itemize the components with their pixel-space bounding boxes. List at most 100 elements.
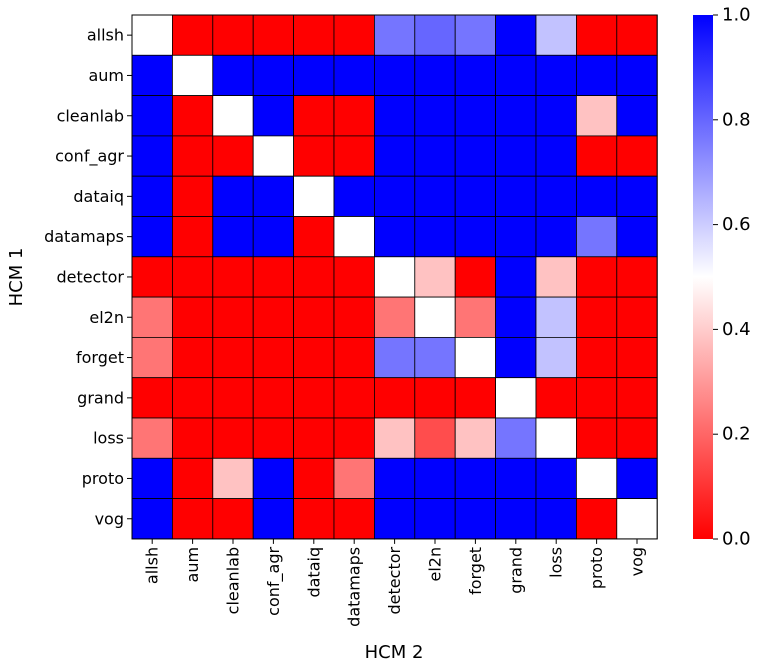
heatmap-cell-vog-cleanlab: [212, 498, 254, 540]
heatmap-cell-detector-allsh: [131, 256, 173, 298]
heatmap-cell-conf_agr-allsh: [131, 135, 173, 177]
x-tick-label: grand: [506, 547, 525, 594]
y-tick-label: loss: [93, 429, 124, 448]
heatmap-cell-forget-datamaps: [333, 336, 375, 379]
heatmap-cell-detector-dataiq: [293, 256, 335, 298]
heatmap-cell-proto-el2n: [414, 457, 456, 499]
heatmap-cell-allsh-forget: [454, 14, 497, 56]
y-tick-label: vog: [95, 509, 124, 528]
colorbar-tick-label: 0.8: [722, 109, 751, 130]
heatmap-cell-datamaps-conf_agr: [252, 216, 294, 258]
heatmap-cell-forget-detector: [373, 336, 416, 379]
heatmap-cell-grand-vog: [616, 377, 658, 419]
heatmap-cell-vog-vog: [616, 498, 658, 540]
heatmap-cell-aum-vog: [616, 54, 658, 96]
heatmap-cell-cleanlab-datamaps: [333, 95, 375, 137]
heatmap-cell-proto-datamaps: [333, 457, 375, 499]
heatmap-cell-dataiq-grand: [495, 175, 537, 217]
heatmap-cell-loss-datamaps: [333, 417, 375, 459]
heatmap-cell-aum-aum: [171, 54, 214, 96]
heatmap-cell-allsh-proto: [576, 14, 618, 56]
heatmap-cell-vog-grand: [495, 498, 537, 540]
y-axis-label: HCM 1: [6, 248, 27, 307]
heatmap-cell-aum-conf_agr: [252, 54, 294, 96]
heatmap-cell-detector-conf_agr: [252, 256, 294, 298]
heatmap-cell-vog-dataiq: [293, 498, 335, 540]
heatmap-cell-loss-vog: [616, 417, 658, 459]
heatmap-cell-dataiq-forget: [454, 175, 497, 217]
heatmap-cell-datamaps-cleanlab: [212, 216, 254, 258]
heatmap-cell-el2n-detector: [373, 296, 416, 338]
heatmap-cell-loss-allsh: [131, 417, 173, 459]
heatmap-cell-grand-datamaps: [333, 377, 375, 419]
heatmap-cell-aum-dataiq: [293, 54, 335, 96]
heatmap-cell-grand-allsh: [131, 377, 173, 419]
x-tick-label: conf_agr: [264, 546, 284, 615]
heatmap-cell-aum-cleanlab: [212, 54, 254, 96]
heatmap-cell-aum-datamaps: [333, 54, 375, 96]
x-axis-ticks: allsh aum cleanlab conf_agr dataiq datamaps de…: [143, 538, 647, 627]
heatmap-cell-vog-aum: [171, 498, 214, 540]
heatmap-cell-allsh-detector: [373, 14, 416, 56]
y-tick-label: el2n: [89, 308, 124, 327]
heatmap-cell-forget-aum: [171, 336, 214, 379]
heatmap-cell-datamaps-loss: [535, 216, 577, 258]
heatmap-cell-cleanlab-vog: [616, 95, 658, 137]
heatmap-cell-dataiq-dataiq: [293, 175, 335, 217]
heatmap-cell-grand-aum: [171, 377, 214, 419]
heatmap-cell-dataiq-allsh: [131, 175, 173, 217]
heatmap-cell-datamaps-dataiq: [293, 216, 335, 258]
heatmap-cell-cleanlab-el2n: [414, 95, 456, 137]
heatmap-cell-dataiq-cleanlab: [212, 175, 254, 217]
heatmap-cell-allsh-el2n: [414, 14, 456, 56]
heatmap-cell-el2n-loss: [535, 296, 577, 338]
heatmap-cell-proto-aum: [171, 457, 214, 499]
heatmap-cell-loss-el2n: [414, 417, 456, 459]
heatmap-cell-loss-dataiq: [293, 417, 335, 459]
heatmap-cell-grand-cleanlab: [212, 377, 254, 419]
heatmap-cell-conf_agr-proto: [576, 135, 618, 177]
x-tick-label: dataiq: [304, 547, 323, 598]
y-tick-label: detector: [56, 267, 124, 286]
heatmap-cell-detector-el2n: [414, 256, 456, 298]
heatmap-cell-el2n-datamaps: [333, 296, 375, 338]
heatmap-cell-forget-conf_agr: [252, 336, 294, 379]
heatmap-cell-aum-detector: [373, 54, 416, 96]
heatmap-cell-proto-proto: [576, 457, 618, 499]
heatmap-cell-allsh-grand: [495, 14, 537, 56]
x-tick-label: forget: [466, 547, 485, 595]
y-tick-label: aum: [88, 66, 124, 85]
x-tick-label: detector: [385, 546, 404, 614]
heatmap-cell-cleanlab-allsh: [131, 95, 173, 137]
heatmap-cell-cleanlab-forget: [454, 95, 497, 137]
heatmap-cell-detector-grand: [495, 256, 537, 298]
heatmap-cell-conf_agr-grand: [495, 135, 537, 177]
heatmap-cell-forget-loss: [535, 336, 577, 379]
heatmap-cell-vog-allsh: [131, 498, 173, 540]
heatmap-cell-grand-proto: [576, 377, 618, 419]
heatmap-cell-vog-loss: [535, 498, 577, 540]
heatmap-cell-el2n-cleanlab: [212, 296, 254, 338]
heatmap-cell-el2n-proto: [576, 296, 618, 338]
heatmap-cell-cleanlab-cleanlab: [212, 95, 254, 137]
heatmap-cell-dataiq-el2n: [414, 175, 456, 217]
heatmap-cell-cleanlab-grand: [495, 95, 537, 137]
heatmap-cell-dataiq-proto: [576, 175, 618, 217]
x-tick-label: vog: [628, 547, 647, 576]
heatmap-cell-detector-cleanlab: [212, 256, 254, 298]
heatmap-cell-allsh-aum: [171, 14, 214, 56]
heatmap-cell-loss-grand: [495, 417, 537, 459]
heatmap-cell-allsh-cleanlab: [212, 14, 254, 56]
y-tick-label: grand: [77, 388, 124, 407]
heatmap-cell-datamaps-proto: [576, 216, 618, 258]
heatmap-cell-loss-forget: [454, 417, 497, 459]
heatmap-cell-dataiq-aum: [171, 175, 214, 217]
y-tick-label: allsh: [87, 26, 124, 45]
heatmap-cell-cleanlab-proto: [576, 95, 618, 137]
x-tick-label: aum: [183, 547, 202, 583]
heatmap-cell-grand-detector: [373, 377, 416, 419]
heatmap-cell-detector-forget: [454, 256, 497, 298]
heatmap-cell-detector-aum: [171, 256, 214, 298]
heatmap-cell-detector-loss: [535, 256, 577, 298]
